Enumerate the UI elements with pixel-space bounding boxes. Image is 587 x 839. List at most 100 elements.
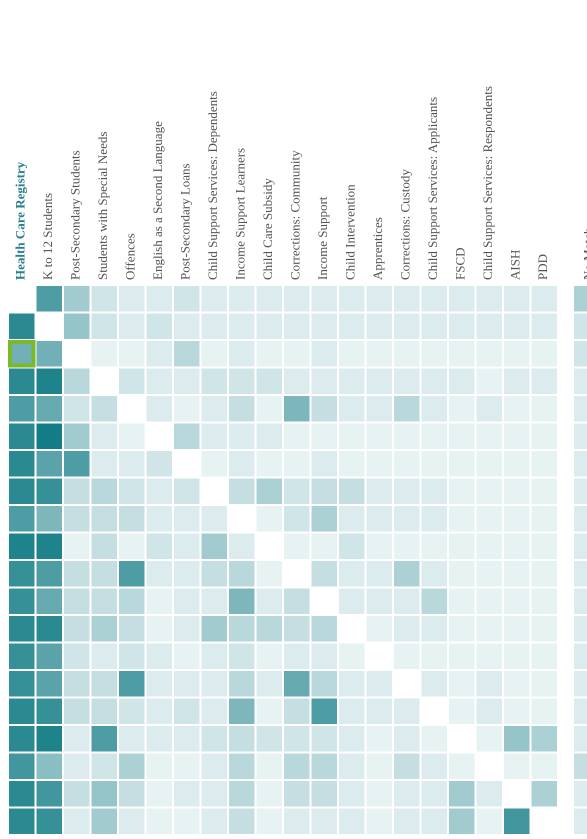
cell (91, 753, 117, 779)
cell (229, 698, 255, 724)
cell (36, 478, 62, 504)
cell (229, 726, 255, 752)
no-match-cell (574, 808, 587, 834)
cell (394, 313, 420, 339)
cell (119, 286, 145, 312)
cell (531, 753, 557, 779)
cell (174, 808, 200, 834)
cell (421, 781, 447, 807)
no-match-cell (574, 561, 587, 587)
column-label: Income Support (315, 196, 330, 280)
cell (394, 643, 420, 669)
cell (284, 781, 310, 807)
cell (476, 616, 502, 642)
cell (476, 478, 502, 504)
cell (339, 561, 365, 587)
cell (311, 671, 337, 697)
cell (531, 478, 557, 504)
cell (64, 753, 90, 779)
cell (394, 423, 420, 449)
cell (229, 423, 255, 449)
cell (201, 451, 227, 477)
cell (9, 478, 35, 504)
cell (311, 286, 337, 312)
cell (394, 698, 420, 724)
cell (339, 533, 365, 559)
cell (284, 808, 310, 834)
cell (146, 781, 172, 807)
cell (64, 616, 90, 642)
cell (36, 726, 62, 752)
cell (531, 506, 557, 532)
cell (201, 616, 227, 642)
cell (174, 533, 200, 559)
cell (201, 753, 227, 779)
cell (229, 753, 255, 779)
cell (256, 341, 282, 367)
cell (9, 808, 35, 834)
cell (339, 753, 365, 779)
cell (449, 368, 475, 394)
cell (504, 396, 530, 422)
no-match-cell (574, 671, 587, 697)
cell (339, 423, 365, 449)
cell (91, 533, 117, 559)
cell (201, 588, 227, 614)
column-label: Corrections: Custody (398, 169, 413, 280)
cell (339, 781, 365, 807)
cell (9, 616, 35, 642)
cell (449, 286, 475, 312)
cell (311, 368, 337, 394)
cell (449, 643, 475, 669)
cell (366, 781, 392, 807)
cell (339, 643, 365, 669)
cell (476, 588, 502, 614)
cell (284, 423, 310, 449)
cell (174, 341, 200, 367)
cell (311, 808, 337, 834)
cell (311, 451, 337, 477)
cell (339, 341, 365, 367)
cell (229, 781, 255, 807)
cell (119, 698, 145, 724)
cell (91, 506, 117, 532)
cell (9, 643, 35, 669)
column-label: Post-Secondary Students (68, 150, 83, 280)
cell (201, 423, 227, 449)
cell (36, 423, 62, 449)
column-label: Students with Special Needs (95, 132, 110, 280)
cell (91, 808, 117, 834)
cell (339, 698, 365, 724)
cell (504, 616, 530, 642)
highlight (8, 340, 36, 368)
cell (311, 423, 337, 449)
cell (146, 753, 172, 779)
cell (366, 808, 392, 834)
cell (311, 726, 337, 752)
no-match-cell (574, 781, 587, 807)
cell (119, 533, 145, 559)
cell (476, 808, 502, 834)
no-match-cell (574, 451, 587, 477)
cell (504, 643, 530, 669)
cell (476, 506, 502, 532)
cell (504, 671, 530, 697)
no-match-cell (574, 533, 587, 559)
cell (531, 423, 557, 449)
cell (91, 451, 117, 477)
cell (531, 643, 557, 669)
cell (64, 698, 90, 724)
cell (174, 753, 200, 779)
no-match-cell (574, 616, 587, 642)
cell (504, 478, 530, 504)
cell (201, 643, 227, 669)
cell (256, 808, 282, 834)
cell (339, 478, 365, 504)
cell (394, 341, 420, 367)
cell (64, 588, 90, 614)
cell (421, 286, 447, 312)
cell (201, 286, 227, 312)
cell (284, 286, 310, 312)
cell (64, 671, 90, 697)
cell (9, 698, 35, 724)
